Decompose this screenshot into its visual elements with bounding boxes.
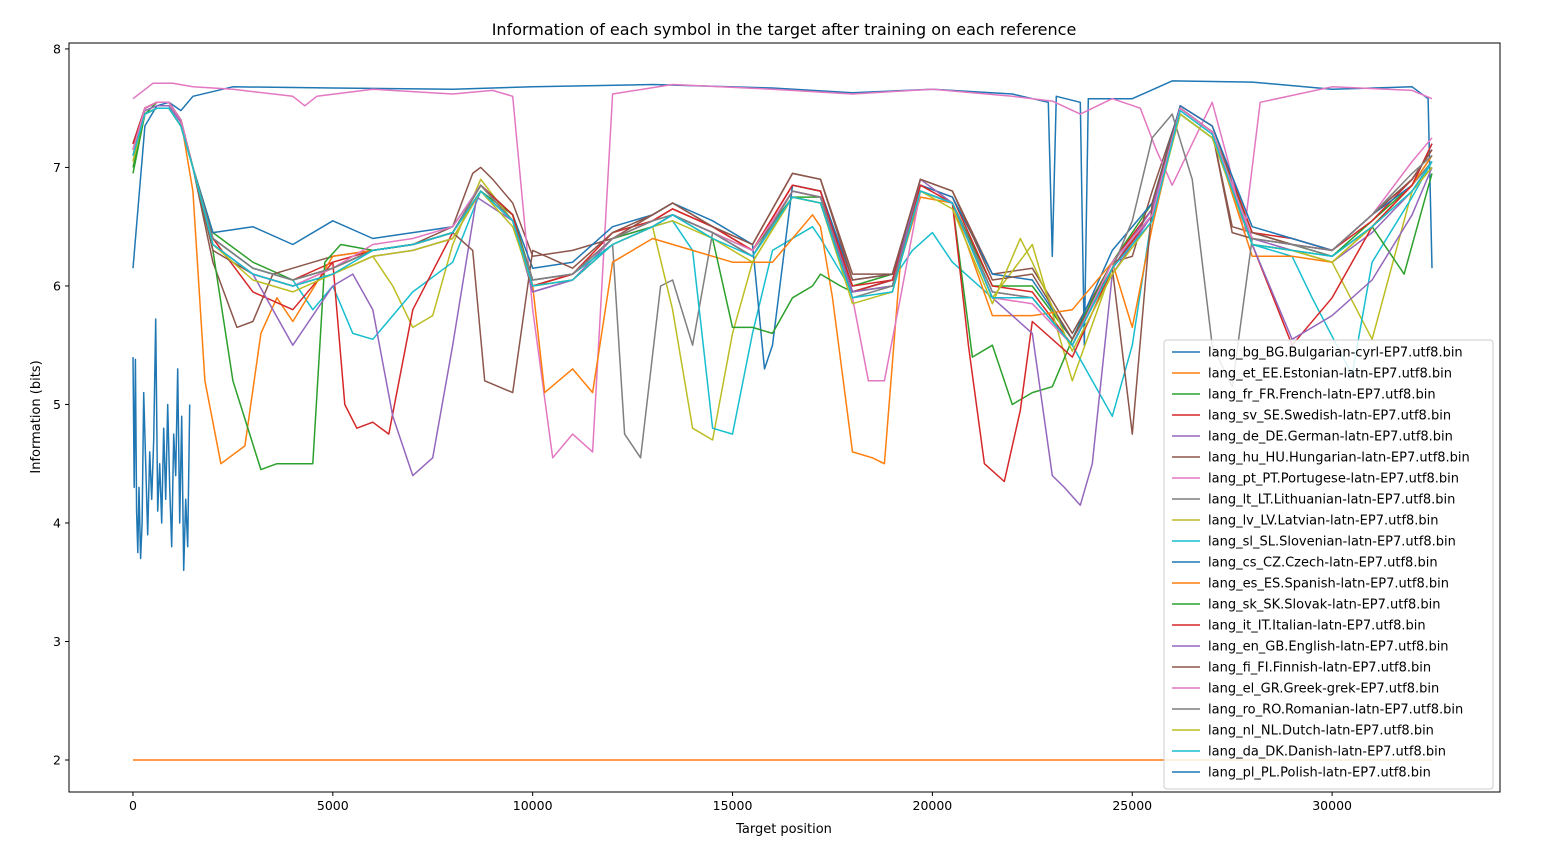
legend-label-8: lang_lv_LV.Latvian-latn-EP7.utf8.bin [1208,514,1439,529]
legend-label-6: lang_pt_PT.Portugese-latn-EP7.utf8.bin [1208,472,1459,487]
legend-label-13: lang_it_IT.Italian-latn-EP7.utf8.bin [1208,619,1426,634]
y-tick-label-6: 8 [53,41,61,56]
series-line-0 [132,80,1433,346]
legend-label-10: lang_cs_CZ.Czech-latn-EP7.utf8.bin [1208,556,1438,571]
legend-label-7: lang_lt_LT.Lithuanian-latn-EP7.utf8.bin [1208,493,1455,508]
legend-label-19: lang_da_DK.Danish-latn-EP7.utf8.bin [1208,745,1446,760]
legend-label-20: lang_pl_PL.Polish-latn-EP7.utf8.bin [1208,766,1431,781]
series-line-20 [132,318,191,572]
y-tick-label-1: 3 [53,634,61,649]
legend-label-12: lang_sk_SK.Slovak-latn-EP7.utf8.bin [1208,598,1440,613]
legend-label-11: lang_es_ES.Spanish-latn-EP7.utf8.bin [1208,577,1449,592]
y-tick-label-2: 4 [53,515,61,530]
x-axis: 0 5000 10000 15000 20000 25000 30000 [129,792,1352,813]
series-line-17 [132,107,1433,388]
y-tick-label-5: 7 [53,160,61,175]
x-tick-label-5: 25000 [1112,798,1152,813]
legend-label-16: lang_el_GR.Greek-grek-EP7.utf8.bin [1208,682,1439,697]
legend-box [1163,339,1494,790]
x-tick-label-3: 15000 [713,798,753,813]
y-axis: 2 3 4 5 6 7 8 [53,41,69,768]
x-axis-label: Target position [735,822,832,837]
chart-title: Information of each symbol in the target… [492,20,1077,39]
y-tick-label-3: 5 [53,397,61,412]
legend: lang_bg_BG.Bulgarian-cyrl-EP7.utf8.binla… [1163,339,1494,790]
legend-label-2: lang_fr_FR.French-latn-EP7.utf8.bin [1208,388,1436,403]
x-tick-label-0: 0 [129,798,137,813]
legend-label-3: lang_sv_SE.Swedish-latn-EP7.utf8.bin [1208,409,1451,424]
y-tick-label-4: 6 [53,278,61,293]
y-tick-label-0: 2 [53,753,61,768]
x-tick-label-4: 20000 [913,798,953,813]
legend-label-0: lang_bg_BG.Bulgarian-cyrl-EP7.utf8.bin [1208,346,1463,361]
series-line-19 [132,107,1433,346]
legend-label-14: lang_en_GB.English-latn-EP7.utf8.bin [1208,640,1449,655]
legend-label-17: lang_ro_RO.Romanian-latn-EP7.utf8.bin [1208,703,1463,718]
y-axis-label: Information (bits) [29,360,44,473]
legend-label-9: lang_sl_SL.Slovenian-latn-EP7.utf8.bin [1208,535,1456,550]
legend-label-4: lang_de_DE.German-latn-EP7.utf8.bin [1208,430,1453,445]
legend-label-18: lang_nl_NL.Dutch-latn-EP7.utf8.bin [1208,724,1434,739]
series-line-18 [132,107,1433,352]
x-tick-label-2: 10000 [513,798,553,813]
plot-frame [68,42,1501,793]
x-tick-label-1: 5000 [317,798,349,813]
legend-label-1: lang_et_EE.Estonian-latn-EP7.utf8.bin [1208,367,1452,382]
legend-label-15: lang_fi_FI.Finnish-latn-EP7.utf8.bin [1208,661,1431,676]
x-tick-label-6: 30000 [1312,798,1352,813]
legend-label-5: lang_hu_HU.Hungarian-latn-EP7.utf8.bin [1208,451,1470,466]
plot-lines [132,80,1433,761]
series-line-6 [132,82,1433,459]
